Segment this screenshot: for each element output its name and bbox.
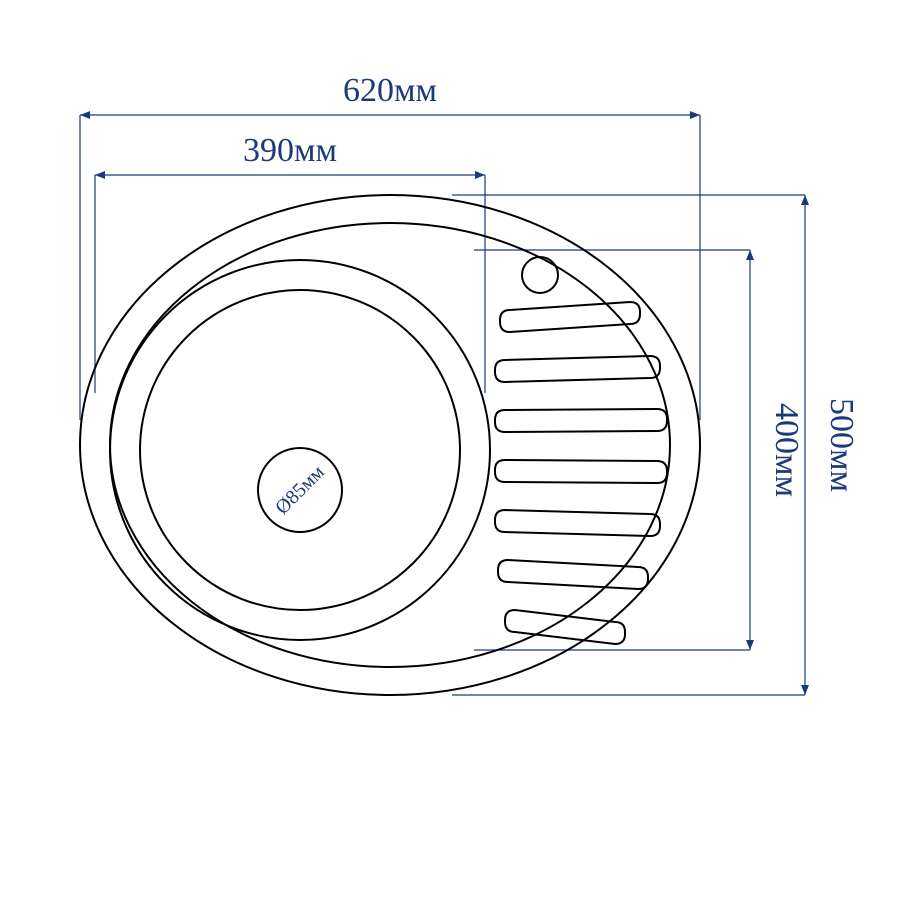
sink-body: Ø85мм bbox=[80, 195, 700, 695]
bowl-outer bbox=[110, 260, 490, 640]
drainer-rib bbox=[495, 510, 660, 536]
label-drain-diameter: Ø85мм bbox=[271, 461, 329, 519]
drainer-rib bbox=[495, 460, 667, 483]
inner-rim bbox=[110, 223, 670, 667]
label-390mm: 390мм bbox=[243, 132, 337, 169]
drainer-rib bbox=[495, 356, 660, 382]
sink-diagram: 620мм 390мм 500мм 400мм Ø85мм bbox=[0, 0, 900, 900]
label-620mm: 620мм bbox=[343, 72, 437, 109]
tap-hole bbox=[522, 257, 558, 293]
dimension-width-390: 390мм bbox=[95, 132, 485, 393]
drainer-rib bbox=[495, 409, 667, 432]
bowl-inner bbox=[140, 290, 460, 610]
drainer-rib bbox=[505, 610, 625, 644]
dimension-width-620: 620мм bbox=[80, 72, 700, 420]
label-500mm: 500мм bbox=[823, 398, 860, 492]
outer-rim bbox=[80, 195, 700, 695]
label-400mm: 400мм bbox=[768, 403, 805, 497]
